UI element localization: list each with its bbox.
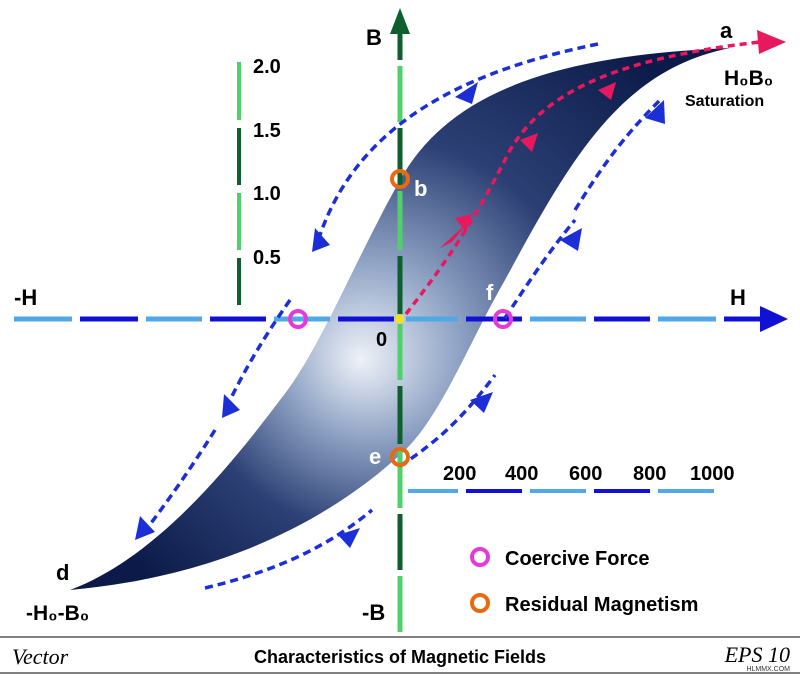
point-c-label: c (290, 328, 302, 353)
h-scale-800: 800 (633, 463, 666, 485)
legend-coercive-label: Coercive Force (505, 548, 650, 570)
h-scale-1000: 1000 (690, 463, 735, 485)
h-axis-arrowhead (760, 306, 788, 332)
b-scale-1-5: 1.5 (253, 120, 281, 142)
neg-h-axis-label: -H (14, 285, 37, 310)
h-axis-label: H (730, 285, 746, 310)
origin-label: 0 (376, 329, 387, 351)
h-scale-400: 400 (505, 463, 538, 485)
point-a-label: a (720, 18, 733, 43)
b-scale-2-0: 2.0 (253, 56, 281, 78)
pink-arrowhead-3 (598, 82, 616, 100)
legend-residual-marker (470, 593, 490, 613)
coercive-marker-f (493, 309, 513, 329)
legend: Coercive Force Residual Magnetism (470, 547, 698, 616)
legend-residual-label: Residual Magnetism (505, 594, 698, 616)
footer-eps-label: EPS 10 (724, 642, 790, 667)
point-a-caption: H₀B₀ (724, 67, 773, 90)
footer: Vector Characteristics of Magnetic Field… (0, 636, 800, 674)
coercive-marker-c (288, 309, 308, 329)
b-axis (390, 8, 410, 632)
h-scale-600: 600 (569, 463, 602, 485)
b-axis-label: B (366, 25, 382, 50)
blue-arrowheads (135, 82, 665, 548)
point-b-label: b (414, 176, 427, 201)
hysteresis-direction-arrows (140, 42, 662, 590)
residual-marker-b (390, 169, 410, 189)
point-e-label: e (369, 444, 381, 469)
point-d-label: d (56, 560, 69, 585)
b-axis-arrowhead (390, 8, 410, 34)
point-d-caption: -H₀-B₀ (26, 602, 89, 625)
point-f-label: f (486, 280, 494, 305)
b-scale-1-0: 1.0 (253, 183, 281, 205)
initial-magnetization-curve (404, 30, 786, 316)
pink-arrowhead-end (757, 30, 786, 54)
pink-arrowhead-1 (455, 214, 472, 232)
footer-vector-label: Vector (12, 644, 69, 669)
neg-b-axis-label: -B (362, 600, 385, 625)
origin-marker (396, 315, 404, 323)
b-scale-0-5: 0.5 (253, 247, 281, 269)
diagram-title: Characteristics of Magnetic Fields (254, 647, 546, 667)
h-scale-200: 200 (443, 463, 476, 485)
pink-arrowhead-2 (520, 133, 538, 152)
h-axis (14, 306, 788, 332)
saturation-label: Saturation (685, 93, 764, 110)
residual-marker-e (390, 447, 410, 467)
watermark-text: HLMMX.COM (746, 666, 790, 673)
legend-coercive-marker (470, 547, 490, 567)
